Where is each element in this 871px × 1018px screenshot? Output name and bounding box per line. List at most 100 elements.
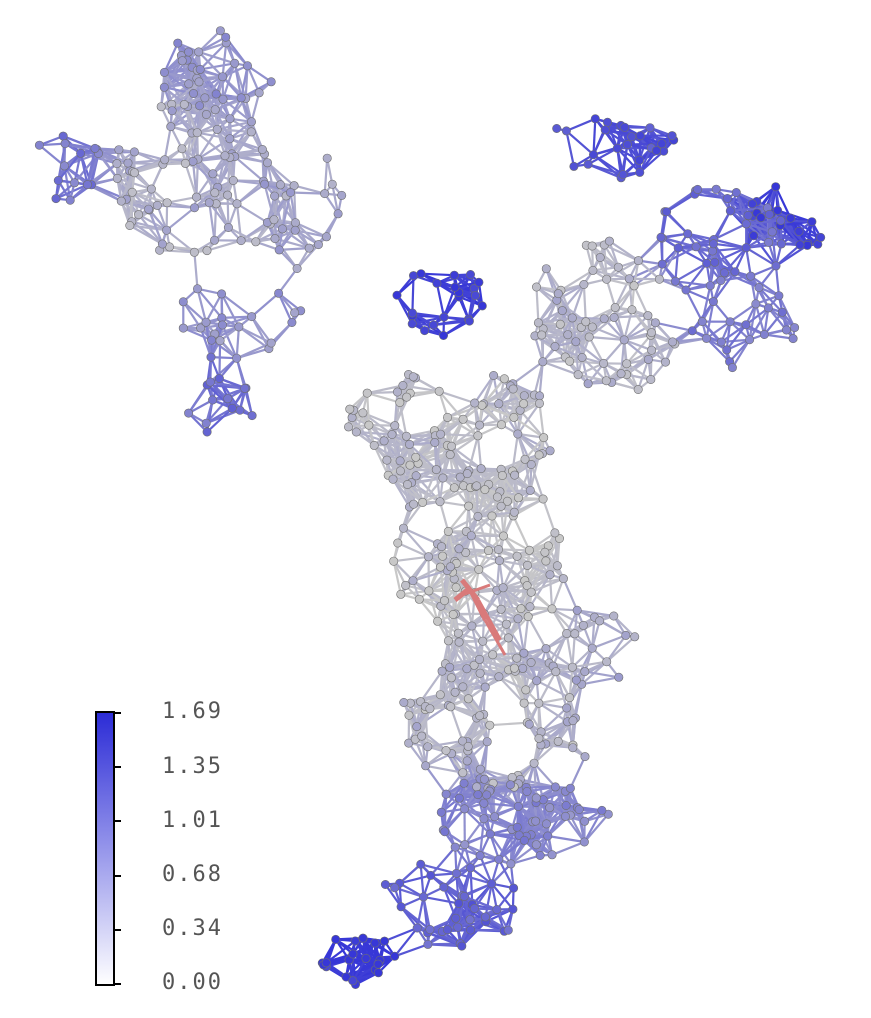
network-edge	[502, 586, 532, 594]
network-node	[583, 159, 593, 169]
network-edge	[498, 675, 527, 691]
network-node	[618, 170, 628, 180]
network-node	[285, 188, 295, 198]
network-node	[416, 269, 426, 279]
network-edge	[735, 192, 748, 225]
network-node	[290, 308, 300, 318]
network-edge	[731, 339, 751, 369]
network-node	[289, 181, 299, 191]
network-edge	[345, 957, 367, 978]
network-edge	[623, 338, 652, 352]
network-edge	[208, 202, 216, 241]
network-edge	[165, 202, 169, 231]
network-node	[719, 268, 729, 278]
network-edge	[623, 339, 650, 361]
network-node	[211, 89, 221, 99]
network-edge	[557, 293, 574, 319]
network-edge	[720, 323, 747, 343]
network-edge	[712, 243, 736, 273]
network-edge	[455, 873, 460, 904]
network-node	[125, 221, 135, 231]
network-edge	[420, 735, 427, 766]
network-edge	[473, 402, 479, 436]
network-edge	[526, 785, 556, 793]
network-node	[756, 213, 766, 223]
network-edge	[564, 815, 586, 843]
network-node	[691, 242, 701, 252]
network-edge	[196, 109, 217, 134]
network-edge	[446, 416, 479, 437]
network-edge	[533, 335, 544, 363]
network-edge	[552, 633, 568, 667]
network-edge	[571, 284, 585, 319]
network-edge	[572, 660, 607, 669]
network-node	[408, 271, 418, 281]
network-edge	[197, 29, 222, 53]
network-edge	[780, 219, 812, 223]
network-node	[201, 317, 211, 327]
network-edge	[774, 265, 780, 296]
network-node	[277, 224, 287, 234]
network-edge	[588, 316, 615, 338]
network-edge	[526, 790, 548, 825]
network-edge	[457, 632, 481, 661]
network-node	[347, 413, 357, 423]
network-node	[764, 209, 774, 219]
network-node	[207, 335, 217, 345]
network-edge	[547, 834, 585, 844]
network-edge	[582, 284, 587, 322]
network-edge	[481, 404, 515, 419]
network-edge	[64, 142, 96, 150]
network-edge	[455, 549, 489, 565]
network-edge	[763, 311, 784, 336]
network-edge	[551, 608, 568, 635]
network-edge	[398, 402, 408, 437]
network-edge	[592, 118, 597, 155]
network-edge	[366, 384, 404, 395]
network-edge	[655, 321, 693, 332]
network-edge	[568, 667, 574, 698]
network-node	[577, 352, 587, 362]
network-node	[146, 184, 156, 194]
network-edge	[221, 62, 236, 100]
network-edge	[501, 474, 520, 499]
network-edge	[451, 434, 479, 448]
network-edge	[593, 143, 628, 156]
network-node	[392, 290, 402, 300]
network-edge	[633, 263, 663, 287]
network-node	[455, 472, 465, 482]
network-edge	[235, 203, 243, 241]
network-edge	[272, 184, 282, 220]
network-edge	[591, 634, 627, 650]
network-edge	[450, 445, 482, 470]
network-node	[535, 391, 545, 401]
network-node	[53, 176, 63, 186]
network-node	[127, 187, 137, 197]
network-node	[609, 312, 619, 322]
network-node	[781, 325, 791, 335]
network-node	[673, 243, 683, 253]
network-edge	[196, 128, 219, 160]
network-edge	[500, 506, 505, 537]
network-node	[552, 124, 562, 134]
network-node	[58, 131, 68, 141]
network-node	[230, 58, 240, 68]
network-edge	[473, 374, 495, 404]
network-edge	[392, 478, 424, 504]
network-edge	[439, 500, 469, 508]
network-edge	[438, 501, 450, 532]
network-edge	[750, 264, 777, 278]
network-edge	[476, 489, 486, 517]
network-node	[807, 217, 817, 227]
network-edge	[540, 707, 568, 733]
network-node	[599, 358, 609, 368]
network-edge	[422, 896, 431, 930]
network-edge	[250, 92, 261, 123]
network-edge	[623, 309, 634, 341]
network-edge	[637, 259, 661, 281]
network-node	[235, 405, 245, 415]
network-edge	[542, 498, 556, 534]
network-node	[567, 313, 577, 323]
network-node	[225, 134, 235, 144]
